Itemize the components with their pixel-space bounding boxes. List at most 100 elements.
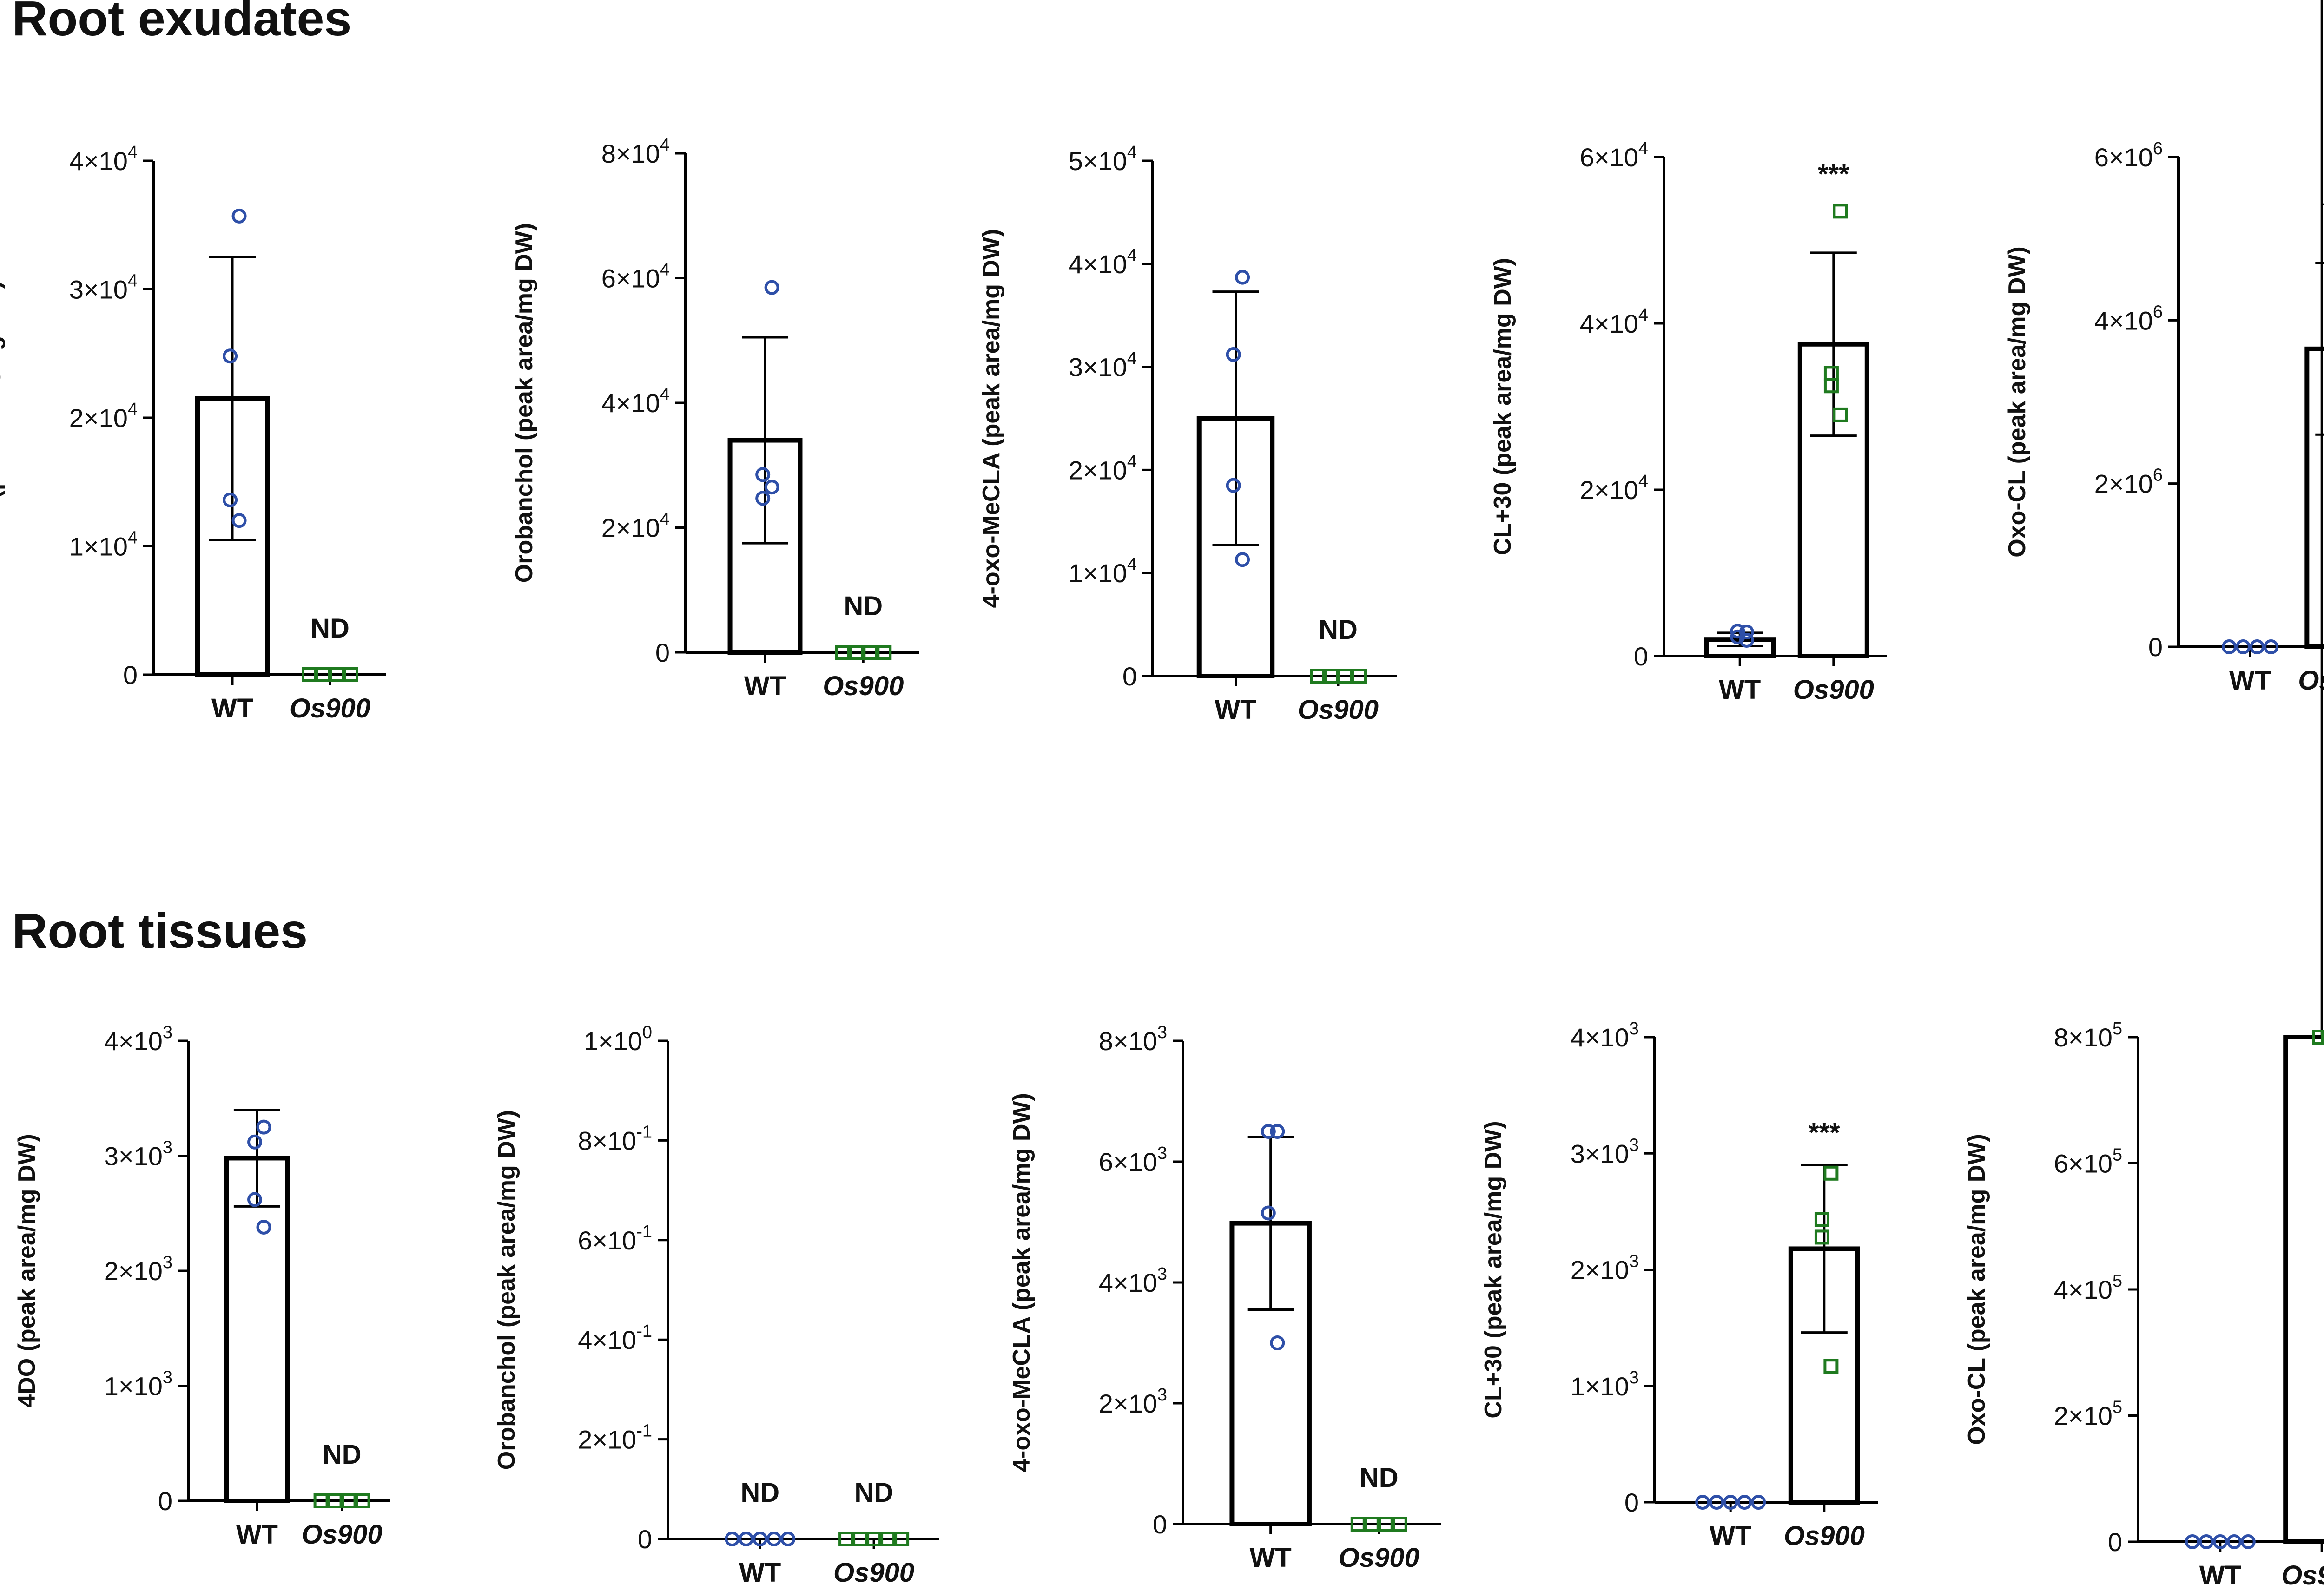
chart-panel-9: 0 1×103 2×103 3×103 4×103 CL+30 (peak area/mg…	[1480, 1019, 1878, 1551]
data-point-wt	[1730, 624, 1745, 639]
x-category-label: Os900	[1339, 1543, 1419, 1573]
data-point-os900	[1823, 1165, 1839, 1181]
y-axis-title: 4-oxo-MeCLA (peak area/mg DW)	[1008, 1093, 1035, 1472]
data-point-os900	[852, 1532, 868, 1546]
y-tick-label: 4×106	[2094, 302, 2163, 335]
y-axis-title: 4DO (peak area/mg DW)	[0, 281, 6, 555]
significance-label: ***	[1809, 1118, 1840, 1148]
data-point-os900	[1823, 378, 1839, 394]
y-tick-label: 2×103	[1571, 1252, 1639, 1285]
y-tick-label: 4×103	[104, 1023, 172, 1056]
y-tick-label: 1×103	[1571, 1368, 1639, 1401]
chart-panel-4: 0 2×104 4×104 6×104 CL+30 (peak area/mg DW) W…	[1489, 139, 1887, 705]
y-axis-title: Orobanchol (peak area/mg DW)	[511, 223, 538, 583]
data-point-wt	[1261, 1205, 1276, 1221]
x-category-label: Os900	[823, 671, 904, 701]
y-tick-label: 2×104	[601, 510, 670, 543]
y-tick-label: 6×104	[1580, 139, 1648, 172]
chart-panel-5: 0 2×106 4×106 6×106 Oxo-CL (peak area/mg DW)…	[2004, 139, 2324, 696]
y-tick-label: 2×10-1	[578, 1421, 652, 1454]
data-point-wt	[2185, 1534, 2200, 1549]
data-point-os900	[880, 1532, 896, 1546]
data-point-wt	[1226, 347, 1241, 362]
data-point-wt	[1709, 1495, 1724, 1510]
data-point-os900	[1814, 1212, 1829, 1227]
y-tick-label: 1×104	[69, 528, 138, 561]
y-tick-label: 0	[1624, 1488, 1639, 1517]
data-point-os900	[2312, 1030, 2324, 1045]
data-point-os900	[1338, 669, 1353, 684]
x-category-label: WT	[1250, 1543, 1292, 1573]
significance-label: ND	[854, 1478, 893, 1508]
data-point-wt	[764, 480, 779, 495]
y-tick-label: 1×100	[584, 1023, 652, 1056]
y-tick-label: 6×104	[601, 260, 670, 293]
x-category-label: Os900	[1784, 1521, 1865, 1551]
data-point-wt	[247, 1192, 263, 1207]
y-tick-label: 0	[2108, 1527, 2122, 1557]
significance-label: ND	[1360, 1463, 1399, 1493]
significance-label: ND	[844, 591, 883, 621]
y-tick-label: 1×104	[1069, 555, 1137, 588]
data-point-os900	[327, 1493, 343, 1508]
data-point-wt	[2236, 639, 2251, 654]
data-point-wt	[1261, 1124, 1276, 1139]
data-point-os900	[877, 645, 892, 660]
y-tick-label: 8×10-1	[578, 1122, 652, 1155]
data-point-wt	[1695, 1495, 1710, 1510]
data-point-wt	[1235, 270, 1250, 285]
x-category-label: Os900	[833, 1558, 914, 1588]
y-tick-label: 2×106	[2094, 466, 2163, 499]
y-tick-label: 0	[655, 638, 670, 667]
data-point-wt	[1226, 478, 1241, 493]
y-tick-label: 8×103	[1099, 1023, 1167, 1056]
significance-label: ***	[2323, 195, 2324, 225]
data-point-os900	[1352, 669, 1367, 684]
y-tick-label: 6×105	[2054, 1145, 2122, 1178]
y-tick-label: 6×10-1	[578, 1222, 652, 1255]
data-point-wt	[780, 1532, 796, 1546]
x-category-label: Os900	[2281, 1560, 2324, 1591]
x-category-label: Os900	[1298, 695, 1379, 725]
y-tick-label: 2×103	[1099, 1385, 1167, 1418]
data-point-os900	[1364, 1517, 1380, 1532]
data-point-os900	[1833, 204, 1848, 219]
data-point-wt	[1235, 552, 1250, 567]
data-point-wt	[2250, 639, 2265, 654]
data-point-wt	[1737, 1495, 1752, 1510]
significance-label: ND	[1319, 615, 1358, 645]
data-point-os900	[355, 1493, 370, 1508]
data-point-os900	[1823, 1359, 1839, 1374]
y-tick-label: 4×105	[2054, 1271, 2122, 1304]
data-point-os900	[863, 645, 878, 660]
y-tick-label: 3×103	[1571, 1135, 1639, 1168]
data-point-wt	[256, 1219, 271, 1235]
data-point-wt	[766, 1532, 782, 1546]
y-tick-label: 4×104	[601, 385, 670, 418]
y-tick-label: 4×104	[1580, 305, 1648, 338]
y-tick-label: 3×104	[69, 271, 138, 304]
data-point-os900	[2321, 1030, 2324, 1045]
y-tick-label: 0	[638, 1525, 652, 1554]
data-point-os900	[849, 645, 864, 660]
y-tick-label: 3×104	[1069, 349, 1137, 382]
y-tick-label: 6×106	[2094, 139, 2163, 172]
y-tick-label: 0	[123, 660, 138, 690]
y-tick-label: 8×105	[2054, 1019, 2122, 1052]
data-point-wt	[231, 513, 247, 528]
data-point-wt	[2264, 639, 2279, 654]
section-title-root-exudates: Root exudates	[12, 0, 352, 46]
chart-panel-1: 0 1×104 2×104 3×104 4×104 4DO (peak area/mg D…	[0, 143, 386, 723]
data-point-wt	[247, 1134, 263, 1150]
data-point-wt	[725, 1532, 740, 1546]
data-point-wt	[1723, 1495, 1738, 1510]
data-point-os900	[316, 667, 330, 682]
significance-label: ND	[323, 1440, 362, 1470]
bar-os900	[2283, 1035, 2324, 1544]
data-point-wt	[755, 491, 771, 506]
data-point-os900	[866, 1532, 882, 1546]
chart-panel-6: 0 1×103 2×103 3×103 4×103 4DO (peak area/mg D…	[13, 1023, 390, 1550]
x-category-label: WT	[2229, 665, 2271, 696]
x-category-label: WT	[744, 671, 786, 701]
